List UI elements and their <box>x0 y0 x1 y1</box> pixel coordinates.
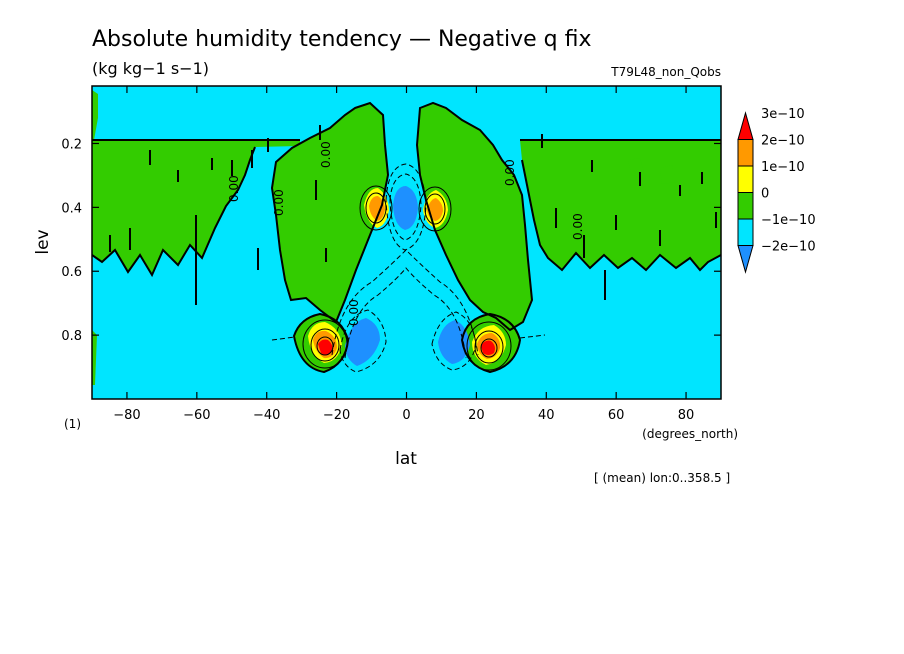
x-axis-units: (degrees_north) <box>642 427 738 441</box>
contour-label: 0.00 <box>227 175 241 202</box>
colorbar-swatch <box>737 139 754 167</box>
contour-label: 0.00 <box>503 159 517 186</box>
colorbar-label: 3e−10 <box>761 107 805 122</box>
x-tick-label: 0 <box>402 408 410 423</box>
colorbar-label: −2e−10 <box>761 240 816 255</box>
green-regions <box>92 90 721 385</box>
x-tick-label: −20 <box>323 408 350 423</box>
contour-label: 0.00 <box>347 299 361 326</box>
contour-field: 0.00 0.00 0.00 0.00 0.00 0.00 <box>92 86 721 399</box>
y-ticks: 0.2 0.4 0.6 0.8 <box>61 137 721 344</box>
colorbar-label: 1e−10 <box>761 160 805 175</box>
x-tick-label: 20 <box>468 408 485 423</box>
contour-labels: 0.00 0.00 0.00 0.00 0.00 0.00 <box>227 141 585 326</box>
x-tick-label: −80 <box>113 408 140 423</box>
green-patch-north-high-2 <box>660 165 676 184</box>
chart-title: Absolute humidity tendency — Negative q … <box>92 27 592 52</box>
colorbar-swatch <box>737 218 754 246</box>
y-tick-label: 0.2 <box>61 137 82 152</box>
x-axis-label: lat <box>395 449 417 469</box>
contour-label: 0.00 <box>319 141 333 168</box>
contour-blob-south-lower <box>292 312 350 374</box>
contour-label: 0.00 <box>571 213 585 240</box>
blue-north-lower <box>438 320 470 364</box>
y-axis-units: (1) <box>64 417 81 431</box>
colorbar-label: −1e−10 <box>761 213 816 228</box>
green-tongue-south <box>272 103 388 322</box>
colorbar: −2e−10 −1e−10 0 1e−10 2e−10 3e−10 <box>737 107 816 274</box>
red-south-lower <box>318 339 333 355</box>
contour-band-north <box>520 139 721 272</box>
x-tick-label: −60 <box>183 408 210 423</box>
y-axis-label: lev <box>33 229 53 254</box>
colorbar-swatch <box>737 111 754 140</box>
colorbar-swatch <box>737 165 754 193</box>
blue-equator <box>393 186 418 230</box>
y-tick-label: 0.8 <box>61 329 82 344</box>
averaging-note: [ (mean) lon:0..358.5 ] <box>594 471 730 485</box>
positive-contours <box>302 185 512 371</box>
colorbar-label: 2e−10 <box>761 134 805 149</box>
contour-north-tongue <box>415 101 534 332</box>
green-edge-west <box>92 90 98 140</box>
green-patch-north-high-1 <box>628 158 644 176</box>
orange-south-upper <box>369 196 385 221</box>
x-ticks: −80 −60 −40 −20 0 20 40 60 80 <box>113 86 694 423</box>
green-band-north-high <box>520 140 721 270</box>
colorbar-swatch <box>737 245 754 274</box>
x-tick-label: 40 <box>538 408 555 423</box>
x-tick-label: 80 <box>678 408 695 423</box>
red-north-lower <box>481 340 495 355</box>
experiment-label: T79L48_non_Qobs <box>610 65 721 79</box>
x-tick-label: 60 <box>608 408 625 423</box>
green-edge-west-low <box>92 330 97 385</box>
contour-band-south <box>92 139 300 278</box>
negative-contours <box>271 163 546 373</box>
contour-streaks <box>109 125 717 305</box>
contour-label: 0.00 <box>272 189 286 216</box>
y-tick-label: 0.6 <box>61 265 82 280</box>
blue-south-lower <box>345 318 380 366</box>
chart-units: (kg kg−1 s−1) <box>92 59 209 78</box>
colorbar-label: 0 <box>761 187 769 202</box>
green-band-south-high <box>92 140 300 275</box>
green-tongue-north <box>417 103 532 330</box>
y-tick-label: 0.4 <box>61 201 82 216</box>
x-tick-label: −40 <box>253 408 280 423</box>
colorbar-swatch <box>737 192 754 220</box>
contour-south-tongue <box>270 101 390 324</box>
axes: −80 −60 −40 −20 0 20 40 60 80 0.2 0.4 0.6 0.8 <box>61 85 722 423</box>
